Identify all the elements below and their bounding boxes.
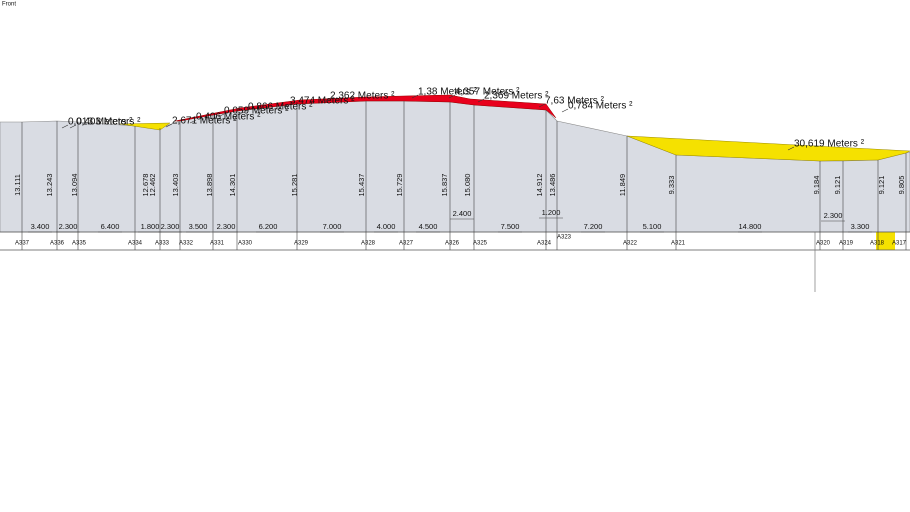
area-label: 2,671 Meters ² — [172, 116, 237, 127]
height-label: 9.805 — [897, 176, 906, 195]
height-label: 15.729 — [395, 174, 404, 197]
area-label: 0,403 Meters ² — [76, 117, 141, 128]
area-label: 2,369 Meters ² — [484, 91, 549, 102]
station-label: A319 — [839, 241, 854, 247]
station-label: A324 — [537, 241, 552, 247]
area-label: 0,784 Meters ² — [568, 101, 633, 112]
spacing-label: 3.400 — [31, 222, 50, 231]
height-label: 15.281 — [290, 174, 299, 197]
spacing-label: 2.300 — [824, 211, 843, 220]
area-label: 3,474 Meters ² — [290, 96, 355, 107]
station-label: A327 — [399, 241, 414, 247]
area-label: 30,619 Meters ² — [794, 139, 865, 150]
spacing-label: 14.800 — [739, 222, 762, 231]
height-label: 9.121 — [877, 176, 886, 195]
spacing-label: 2.300 — [217, 222, 236, 231]
height-label: 13.243 — [45, 174, 54, 197]
spacing-label: 5.100 — [643, 222, 662, 231]
station-label: A326 — [445, 241, 460, 247]
area-label: 1,38 Meters ² — [418, 87, 478, 98]
station-label: A331 — [210, 241, 225, 247]
leader-line — [69, 124, 77, 129]
station-label: A325 — [473, 241, 488, 247]
spacing-label: 7.500 — [501, 222, 520, 231]
height-label: 12.678 — [141, 174, 150, 197]
station-label: A322 — [623, 241, 638, 247]
leader-line — [477, 98, 485, 103]
height-label: 13.486 — [548, 174, 557, 197]
station-label: A328 — [361, 241, 376, 247]
spacing-label: 6.400 — [101, 222, 120, 231]
spacing-label: 2.300 — [59, 222, 78, 231]
leader-line — [323, 98, 331, 103]
spacing-label: 1.800 — [141, 222, 160, 231]
spacing-label: 3.500 — [189, 222, 208, 231]
height-label: 9.333 — [667, 176, 676, 195]
area-label: 0,866 Meters ² — [248, 102, 313, 113]
spacing-label: 7.200 — [584, 222, 603, 231]
area-label: 4,357 Meters ² — [455, 87, 520, 98]
height-label: 15.080 — [463, 174, 472, 197]
leader-line — [283, 103, 291, 108]
height-label: 9.121 — [833, 176, 842, 195]
spacing-label: 2.300 — [161, 222, 180, 231]
leader-line — [787, 146, 795, 151]
leader-line — [217, 113, 225, 118]
fill-area — [119, 122, 171, 131]
height-label: 15.837 — [440, 174, 449, 197]
leader-line — [538, 103, 546, 108]
station-label: A335 — [72, 241, 87, 247]
area-label: 7,63 Meters ² — [545, 96, 605, 107]
height-label: 14.301 — [228, 174, 237, 197]
leader-line — [165, 123, 173, 128]
leader-line — [448, 94, 456, 99]
station-label: A323 — [557, 235, 572, 241]
area-label: 0,059 Meters ² — [224, 106, 289, 117]
station-label: A337 — [15, 241, 30, 247]
spacing-label: 7.000 — [323, 222, 342, 231]
station-label: A330 — [238, 241, 253, 247]
station-label: A332 — [179, 241, 194, 247]
view-label: Front — [2, 2, 16, 8]
spacing-label: 6.200 — [259, 222, 278, 231]
station-label: A333 — [155, 241, 170, 247]
leader-line — [411, 94, 419, 99]
station-label: A318 — [870, 241, 885, 247]
leader-line — [241, 109, 249, 114]
fill-area — [876, 232, 895, 250]
leader-line — [561, 108, 569, 113]
height-label: 13.111 — [13, 174, 22, 196]
station-label: A329 — [294, 241, 309, 247]
spacing-label: 2.400 — [453, 209, 472, 218]
height-label: 13.094 — [70, 174, 79, 197]
height-label: 13.403 — [171, 174, 180, 197]
area-label: 2,362 Meters ² — [330, 91, 395, 102]
station-label: A334 — [128, 241, 143, 247]
spacing-label: 3.300 — [851, 222, 870, 231]
leader-line — [189, 119, 197, 124]
station-label: A320 — [816, 241, 831, 247]
station-label: A321 — [671, 241, 686, 247]
height-label: 11.849 — [618, 174, 627, 196]
area-label: 0,013 Meters ² — [68, 117, 133, 128]
spacing-label: 4.500 — [419, 222, 438, 231]
station-label: A336 — [50, 241, 65, 247]
height-label: 14.912 — [535, 174, 544, 197]
spacing-label: 4.000 — [377, 222, 396, 231]
height-label: 12.462 — [148, 174, 157, 197]
leader-line — [61, 124, 69, 129]
spacing-label: 1.200 — [542, 208, 561, 217]
area-label: 0,406 Meters ² — [196, 112, 261, 123]
height-label: 13.898 — [205, 174, 214, 197]
station-label: A317 — [892, 241, 907, 247]
height-label: 15.437 — [357, 174, 366, 197]
height-label: 9.184 — [812, 176, 821, 195]
